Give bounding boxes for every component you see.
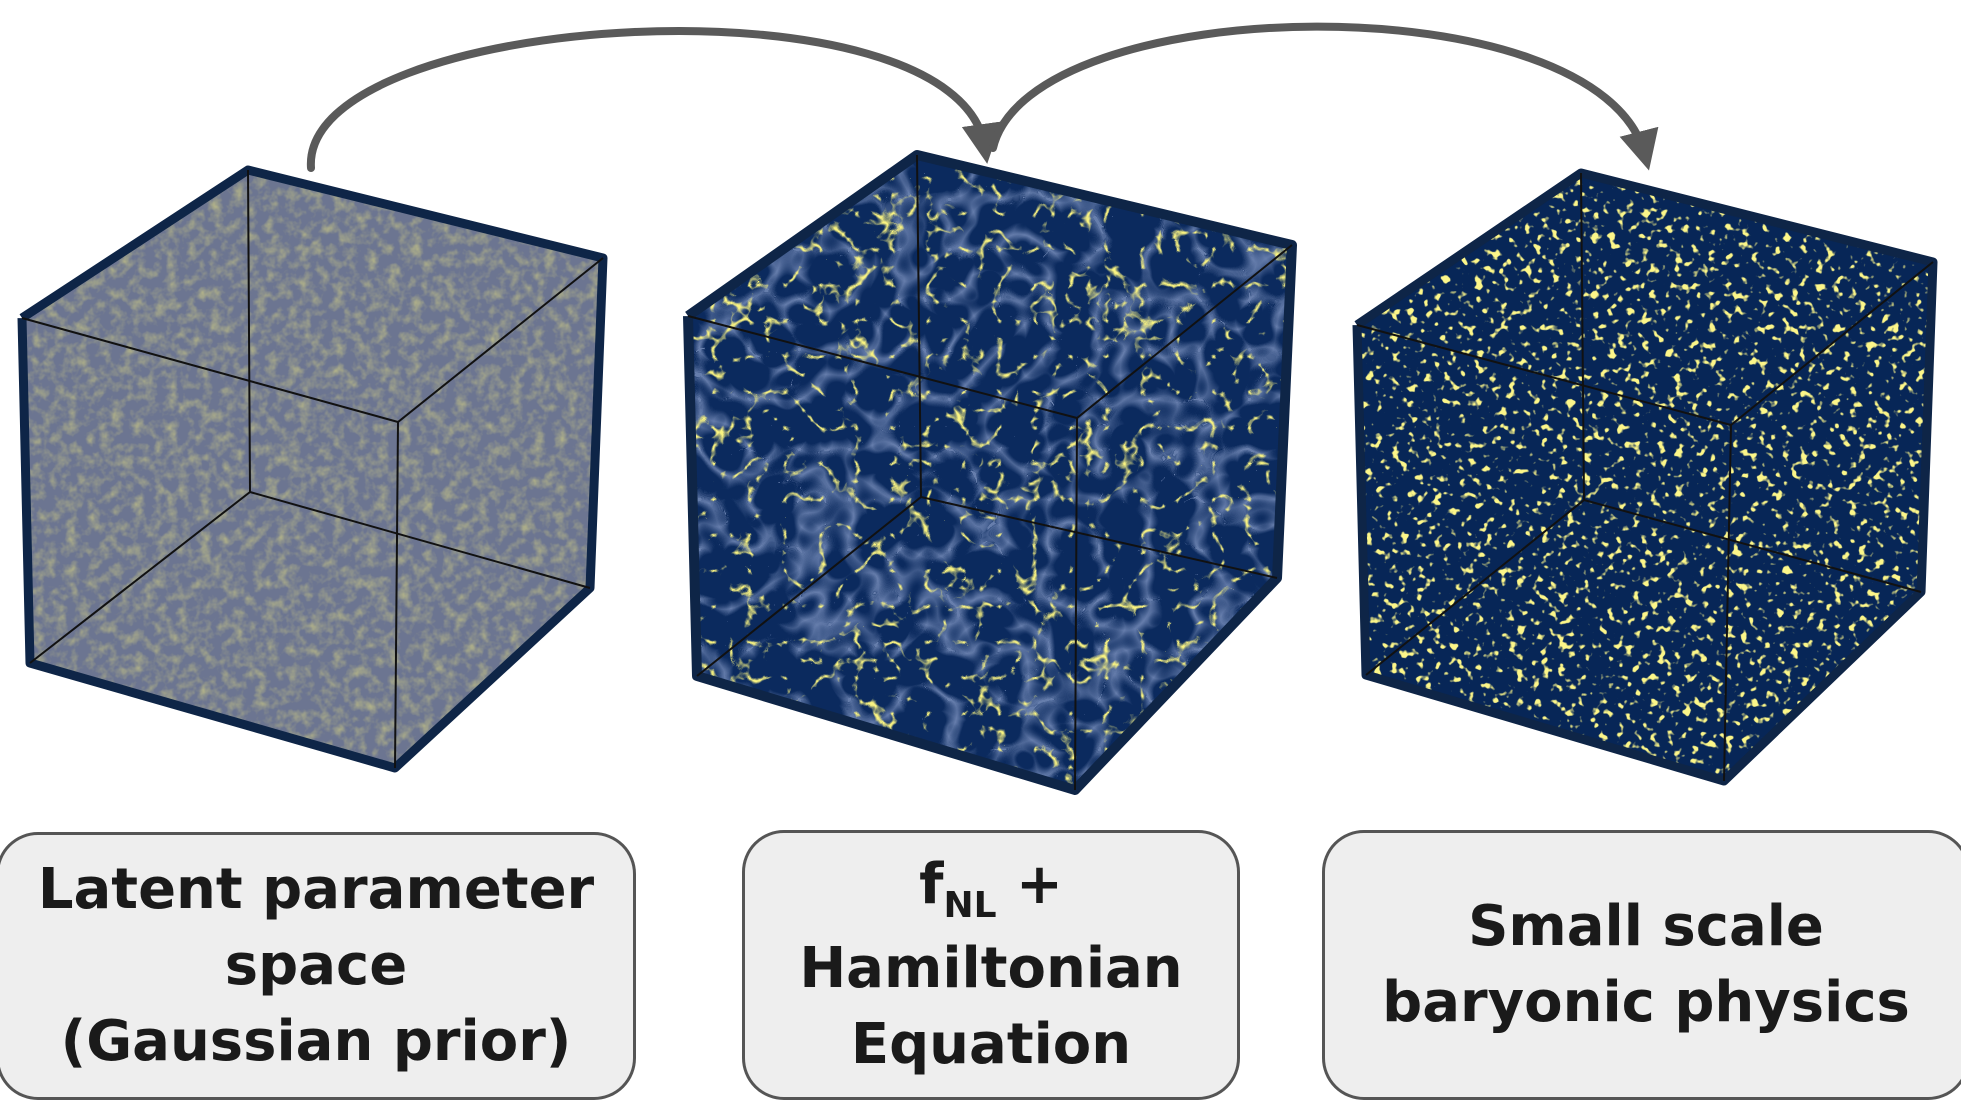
- label-line: Small scale: [1468, 893, 1824, 959]
- label-fnl-hamiltonian: fNL + Hamiltonian Equation: [742, 830, 1240, 1100]
- fnl-subscript: NL: [943, 884, 997, 926]
- label-line: (Gaussian prior): [60, 1009, 572, 1075]
- curved-arrow-icon: [306, 27, 1002, 172]
- curved-arrow-icon: [989, 22, 1659, 171]
- label-line: space: [224, 932, 408, 998]
- label-latent-parameter-space: Latent parameter space (Gaussian prior): [0, 832, 636, 1100]
- label-line: Hamiltonian: [799, 935, 1183, 1001]
- cube-fnl-hamiltonian: [683, 150, 1297, 795]
- cube-small-scale: [1352, 168, 1938, 786]
- label-line: baryonic physics: [1382, 970, 1910, 1035]
- label-line: Equation: [850, 1011, 1132, 1077]
- label-line: Latent parameter: [37, 856, 595, 922]
- fnl-symbol: f: [919, 851, 944, 917]
- fnl-symbol-line: fNL +: [919, 847, 1063, 931]
- fnl-plus: +: [996, 851, 1063, 917]
- label-small-scale-baryonic: Small scale baryonic physics: [1322, 830, 1961, 1100]
- cube-latent: [17, 165, 608, 773]
